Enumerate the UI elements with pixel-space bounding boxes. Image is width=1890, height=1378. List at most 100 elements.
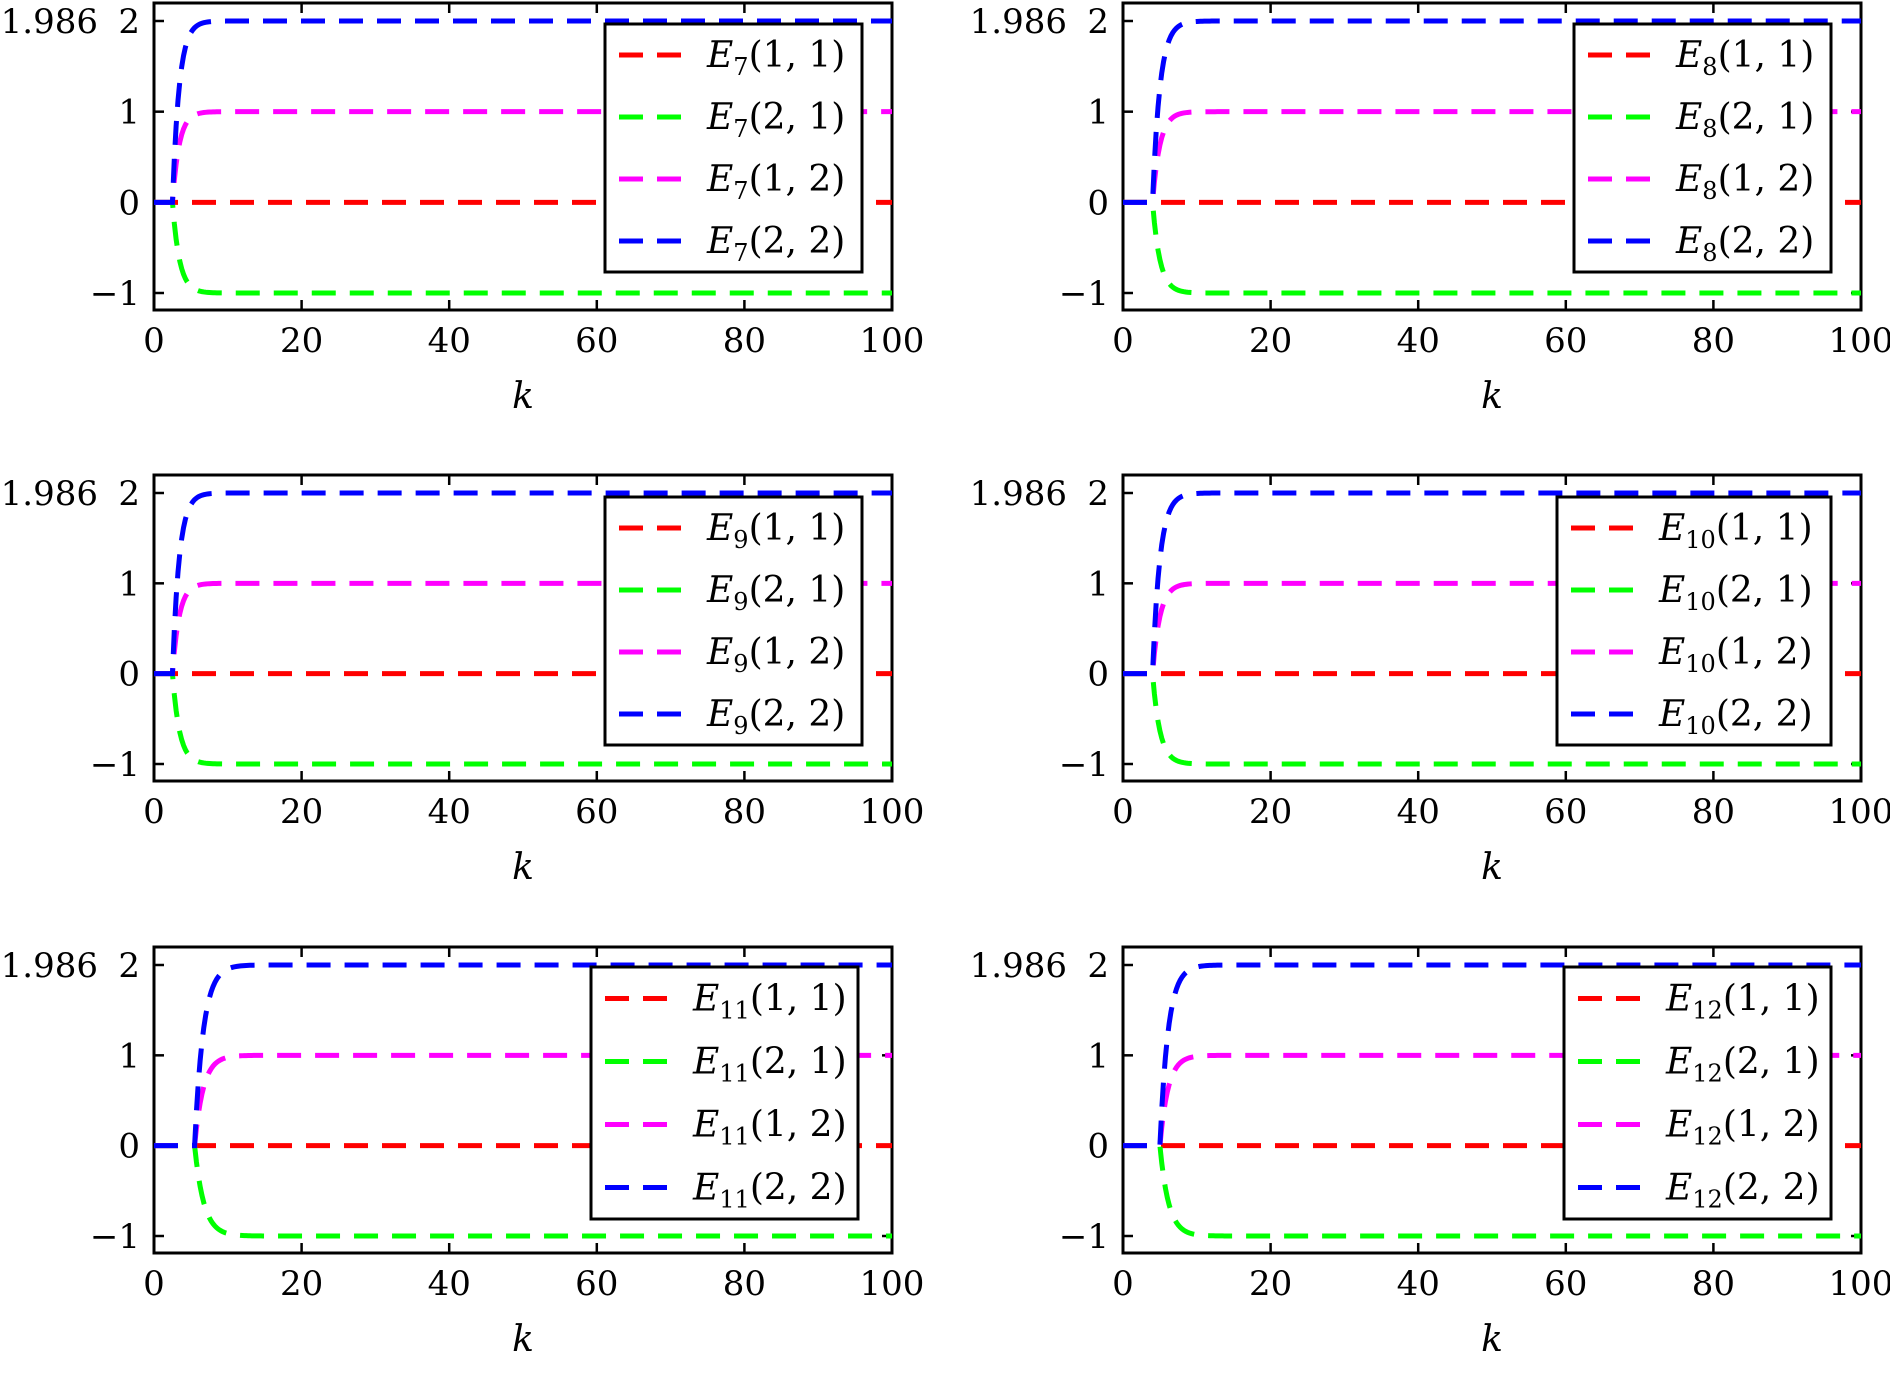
x-tick-label: 60 [575, 1264, 618, 1304]
legend-symbol: E [1675, 35, 1702, 76]
y-tick-label: 1 [118, 93, 140, 133]
y-top-annotation: 1.986 [1, 2, 98, 42]
legend-args: (1, 1) [1718, 35, 1815, 76]
x-tick-label: 40 [1397, 1264, 1440, 1304]
legend-entry: E10(1, 1) [1658, 508, 1813, 554]
x-tick-label: 20 [1249, 792, 1292, 832]
legend-entry: E8(2, 2) [1675, 221, 1814, 267]
x-tick-label: 80 [723, 321, 766, 361]
legend-entry: E7(2, 1) [706, 97, 845, 143]
plot-frame [152, 473, 894, 783]
legend-args: (2, 2) [1716, 694, 1813, 735]
legend: E7(1, 1)E7(2, 1)E7(1, 2)E7(2, 2) [603, 22, 864, 274]
legend-subscript: 12 [1692, 1186, 1723, 1214]
x-tick-label: 40 [428, 321, 471, 361]
legend-args: (2, 2) [1718, 221, 1815, 262]
legend-symbol: E [1665, 1168, 1692, 1209]
legend-args: (1, 2) [750, 1105, 847, 1146]
legend-args: (2, 1) [749, 570, 846, 611]
legend-subscript: 7 [733, 177, 748, 205]
x-tick-label: 40 [1397, 792, 1440, 832]
y-tick-label: 1 [1087, 564, 1109, 604]
y-tick-label: 2 [118, 2, 140, 42]
legend-entry: E12(2, 1) [1665, 1042, 1820, 1088]
legend-entry: E9(2, 1) [706, 570, 845, 616]
x-tick-label: 60 [1544, 792, 1587, 832]
y-tick-label: 0 [1087, 655, 1109, 695]
legend-subscript: 8 [1702, 239, 1717, 267]
series-line-21 [1123, 1143, 1861, 1239]
x-tick-label: 80 [1692, 792, 1735, 832]
plot-frame [1121, 945, 1863, 1255]
y-tick-label: −1 [1059, 745, 1109, 785]
x-tick-label: 80 [1692, 321, 1735, 361]
legend-entry: E9(2, 2) [706, 694, 845, 740]
legend-subscript: 10 [1685, 588, 1716, 616]
legend-symbol: E [692, 1168, 719, 1209]
legend-symbol: E [706, 35, 733, 76]
x-tick-label: 20 [1249, 1264, 1292, 1304]
series-line-21 [154, 199, 892, 296]
y-tick-label: 0 [118, 1127, 140, 1167]
legend-symbol: E [1658, 632, 1685, 673]
legend-box [1562, 965, 1833, 1221]
legend-args: (2, 2) [1723, 1168, 1820, 1209]
x-tick-label: 100 [1829, 321, 1890, 361]
x-tick-label: 80 [1692, 1264, 1735, 1304]
x-tick-label: 20 [280, 792, 323, 832]
series-line-12 [154, 1052, 892, 1149]
legend-entry: E11(2, 2) [692, 1168, 847, 1214]
x-tick-label: 100 [860, 792, 925, 832]
legend-entry: E11(1, 1) [692, 979, 847, 1025]
legend-symbol: E [1665, 1105, 1692, 1146]
series-line-22 [1123, 490, 1861, 677]
x-axis-label: k [512, 847, 534, 888]
legend-subscript: 9 [733, 526, 748, 554]
legend-symbol: E [706, 159, 733, 200]
y-tick-label: 1 [118, 1036, 140, 1076]
x-tick-label: 0 [1112, 321, 1134, 361]
legend-box [1555, 495, 1833, 747]
x-tick-label: 40 [428, 1264, 471, 1304]
y-tick-label: −1 [1059, 274, 1109, 314]
y-tick-label: 0 [118, 655, 140, 695]
y-tick-label: 2 [118, 946, 140, 986]
legend-entry: E8(1, 1) [1675, 35, 1814, 81]
legend-entry: E9(1, 1) [706, 508, 845, 554]
legend-entry: E7(2, 2) [706, 221, 845, 267]
y-tick-label: −1 [90, 274, 140, 314]
legend-symbol: E [1675, 159, 1702, 200]
y-tick-label: 1 [1087, 1036, 1109, 1076]
y-top-annotation: 1.986 [970, 474, 1067, 514]
legend-subscript: 9 [733, 712, 748, 740]
legend-args: (1, 1) [1723, 979, 1820, 1020]
legend-symbol: E [1665, 979, 1692, 1020]
x-axis-label: k [1481, 847, 1503, 888]
legend-args: (1, 2) [1718, 159, 1815, 200]
legend-subscript: 8 [1702, 177, 1717, 205]
x-tick-label: 0 [1112, 792, 1134, 832]
x-tick-label: 100 [860, 321, 925, 361]
legend-subscript: 12 [1692, 997, 1723, 1025]
plot-frame [152, 1, 894, 312]
y-tick-label: 0 [118, 183, 140, 223]
y-tick-label: 2 [1087, 474, 1109, 514]
legend-args: (1, 1) [750, 979, 847, 1020]
x-axis-label: k [1481, 1319, 1503, 1360]
x-tick-label: 0 [143, 1264, 165, 1304]
series-line-22 [154, 490, 892, 677]
legend-box [603, 495, 864, 747]
legend-subscript: 12 [1692, 1060, 1723, 1088]
y-tick-label: −1 [1059, 1217, 1109, 1257]
legend-symbol: E [1658, 694, 1685, 735]
legend-symbol: E [706, 97, 733, 138]
y-tick-label: 2 [1087, 2, 1109, 42]
x-tick-label: 100 [1829, 1264, 1890, 1304]
legend-entry: E10(1, 2) [1658, 632, 1813, 678]
legend: E12(1, 1)E12(2, 1)E12(1, 2)E12(2, 2) [1562, 965, 1833, 1221]
x-tick-label: 100 [1829, 792, 1890, 832]
